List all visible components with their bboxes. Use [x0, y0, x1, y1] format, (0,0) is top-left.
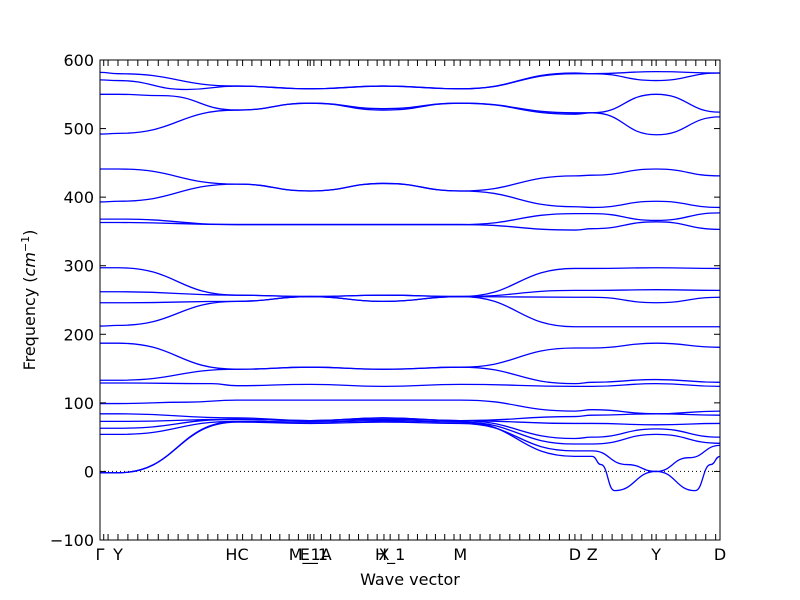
- y-tick-label: 200: [63, 325, 94, 344]
- x-tick-label: Z: [587, 545, 598, 564]
- x-tick-label: Y: [112, 545, 123, 564]
- band-line-4: [99, 102, 721, 136]
- band-line-3: [100, 93, 721, 114]
- y-axis-title: Frequency (cm−1): [19, 230, 39, 371]
- band-line-10: [100, 289, 721, 298]
- y-axis-title-paren-open: (: [20, 276, 39, 282]
- x-tick-label: H_1: [375, 545, 405, 565]
- y-tick-label: 600: [63, 51, 94, 70]
- x-tick-label: D: [569, 545, 581, 564]
- x-tick-label: Y: [650, 545, 661, 564]
- band-line-6: [99, 182, 721, 209]
- band-line-2: [99, 72, 721, 91]
- y-tick-label: 500: [63, 120, 94, 139]
- y-tick-label: 0: [84, 462, 94, 481]
- y-tick-label: 400: [63, 188, 94, 207]
- plot-area: [99, 71, 721, 492]
- x-axis-title: Wave vector: [360, 570, 460, 589]
- band-line-22: [99, 421, 721, 474]
- band-line-16: [100, 399, 721, 415]
- band-line-12: [99, 295, 720, 328]
- band-line-21: [99, 420, 721, 492]
- x-tick-label: M: [453, 545, 467, 564]
- x-tick-label: E_1: [300, 545, 328, 565]
- x-tick-label: X: [378, 545, 389, 564]
- band-line-17: [100, 413, 721, 422]
- band-line-14: [100, 366, 721, 385]
- band-line-19: [100, 417, 721, 440]
- y-tick-label: 300: [63, 257, 94, 276]
- band-line-15: [100, 382, 721, 388]
- y-axis-title-unit: cm: [20, 252, 39, 276]
- x-tick-label: M_1A: [289, 545, 332, 565]
- y-axis-title-main: Frequency: [20, 283, 39, 371]
- band-line-8: [99, 221, 721, 231]
- y-tick-label: 100: [63, 394, 94, 413]
- x-tick-label: D: [714, 545, 726, 564]
- y-tick-label: −100: [50, 531, 94, 550]
- y-axis-title-exponent: −1: [19, 236, 32, 252]
- y-axis-title-paren-close: ): [20, 230, 39, 236]
- axes-frame: [99, 59, 721, 541]
- x-tick-label: Γ: [96, 545, 105, 564]
- x-tick-label: HC: [225, 545, 248, 564]
